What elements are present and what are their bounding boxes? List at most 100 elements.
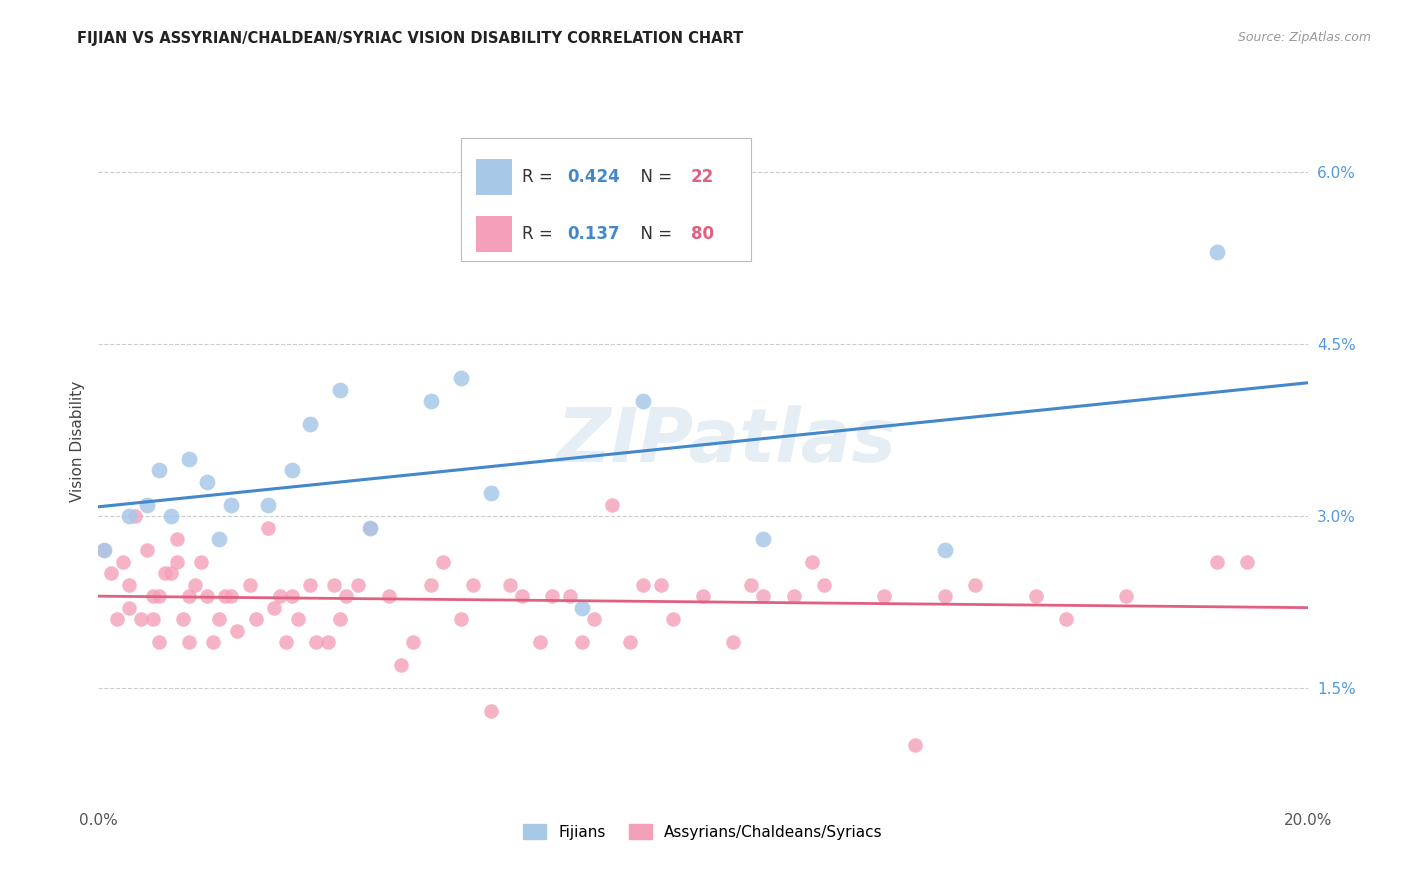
Point xyxy=(1024,590,1046,604)
Point xyxy=(281,590,304,604)
Point xyxy=(571,600,593,615)
Point xyxy=(135,543,157,558)
Point xyxy=(934,543,956,558)
Point xyxy=(389,658,412,673)
Point xyxy=(377,590,399,604)
Point xyxy=(179,451,201,466)
Point xyxy=(263,600,285,615)
Point xyxy=(619,635,641,649)
Point xyxy=(305,635,328,649)
Point xyxy=(481,486,503,500)
Point xyxy=(299,578,322,592)
FancyBboxPatch shape xyxy=(461,138,751,260)
Point xyxy=(208,612,231,626)
Point xyxy=(195,475,218,489)
Point xyxy=(1115,590,1137,604)
Text: N =: N = xyxy=(630,225,678,243)
Point xyxy=(299,417,322,432)
Point xyxy=(256,498,278,512)
Text: N =: N = xyxy=(630,169,678,186)
Point xyxy=(450,371,472,385)
Point xyxy=(274,635,297,649)
Text: 0.137: 0.137 xyxy=(568,225,620,243)
Point xyxy=(93,543,115,558)
Point xyxy=(571,635,593,649)
Point xyxy=(1054,612,1077,626)
Point xyxy=(179,635,201,649)
Point xyxy=(335,590,357,604)
Text: 80: 80 xyxy=(690,225,714,243)
Point xyxy=(221,498,243,512)
Point xyxy=(1206,245,1229,260)
Point xyxy=(195,590,218,604)
Point xyxy=(202,635,225,649)
Text: R =: R = xyxy=(522,225,558,243)
Point xyxy=(650,578,672,592)
Point xyxy=(148,590,170,604)
Point xyxy=(269,590,291,604)
Point xyxy=(329,612,352,626)
Point xyxy=(166,555,188,569)
Point xyxy=(965,578,987,592)
Point xyxy=(783,590,806,604)
Point xyxy=(148,463,170,477)
Point xyxy=(281,463,304,477)
Point xyxy=(420,394,443,409)
Point xyxy=(904,739,927,753)
Point xyxy=(813,578,835,592)
Point xyxy=(184,578,207,592)
Point xyxy=(160,509,183,524)
Point xyxy=(463,578,485,592)
Point xyxy=(208,532,231,546)
Point xyxy=(1206,555,1229,569)
Point xyxy=(160,566,183,581)
Point xyxy=(142,590,165,604)
Point xyxy=(214,590,236,604)
Point xyxy=(558,590,581,604)
Point xyxy=(153,566,176,581)
Point xyxy=(432,555,454,569)
Point xyxy=(172,612,194,626)
Point xyxy=(166,532,188,546)
Point xyxy=(135,498,157,512)
Point xyxy=(105,612,128,626)
Point xyxy=(118,578,141,592)
Point xyxy=(529,635,551,649)
Point xyxy=(245,612,267,626)
Point xyxy=(239,578,262,592)
Point xyxy=(583,612,606,626)
Point xyxy=(100,566,122,581)
Point xyxy=(226,624,249,638)
Point xyxy=(124,509,146,524)
Point xyxy=(873,590,896,604)
Point xyxy=(420,578,443,592)
Point xyxy=(93,543,115,558)
Point xyxy=(347,578,370,592)
Legend: Fijians, Assyrians/Chaldeans/Syriacs: Fijians, Assyrians/Chaldeans/Syriacs xyxy=(517,818,889,846)
Point xyxy=(190,555,212,569)
Point xyxy=(148,635,170,649)
Text: 22: 22 xyxy=(690,169,714,186)
Point xyxy=(510,590,533,604)
Point xyxy=(402,635,425,649)
Point xyxy=(752,590,775,604)
Point xyxy=(481,704,503,718)
Point xyxy=(540,590,562,604)
Point xyxy=(118,509,141,524)
Point xyxy=(1236,555,1258,569)
Point xyxy=(740,578,762,592)
Point xyxy=(129,612,152,626)
Point xyxy=(498,578,520,592)
Point xyxy=(661,612,683,626)
Point xyxy=(287,612,309,626)
Point xyxy=(111,555,134,569)
Point xyxy=(323,578,346,592)
Text: 0.424: 0.424 xyxy=(568,169,620,186)
Point xyxy=(692,590,714,604)
Point xyxy=(221,590,243,604)
Point xyxy=(800,555,823,569)
Point xyxy=(631,394,654,409)
Point xyxy=(723,635,745,649)
Point xyxy=(329,383,352,397)
Point xyxy=(360,520,382,534)
